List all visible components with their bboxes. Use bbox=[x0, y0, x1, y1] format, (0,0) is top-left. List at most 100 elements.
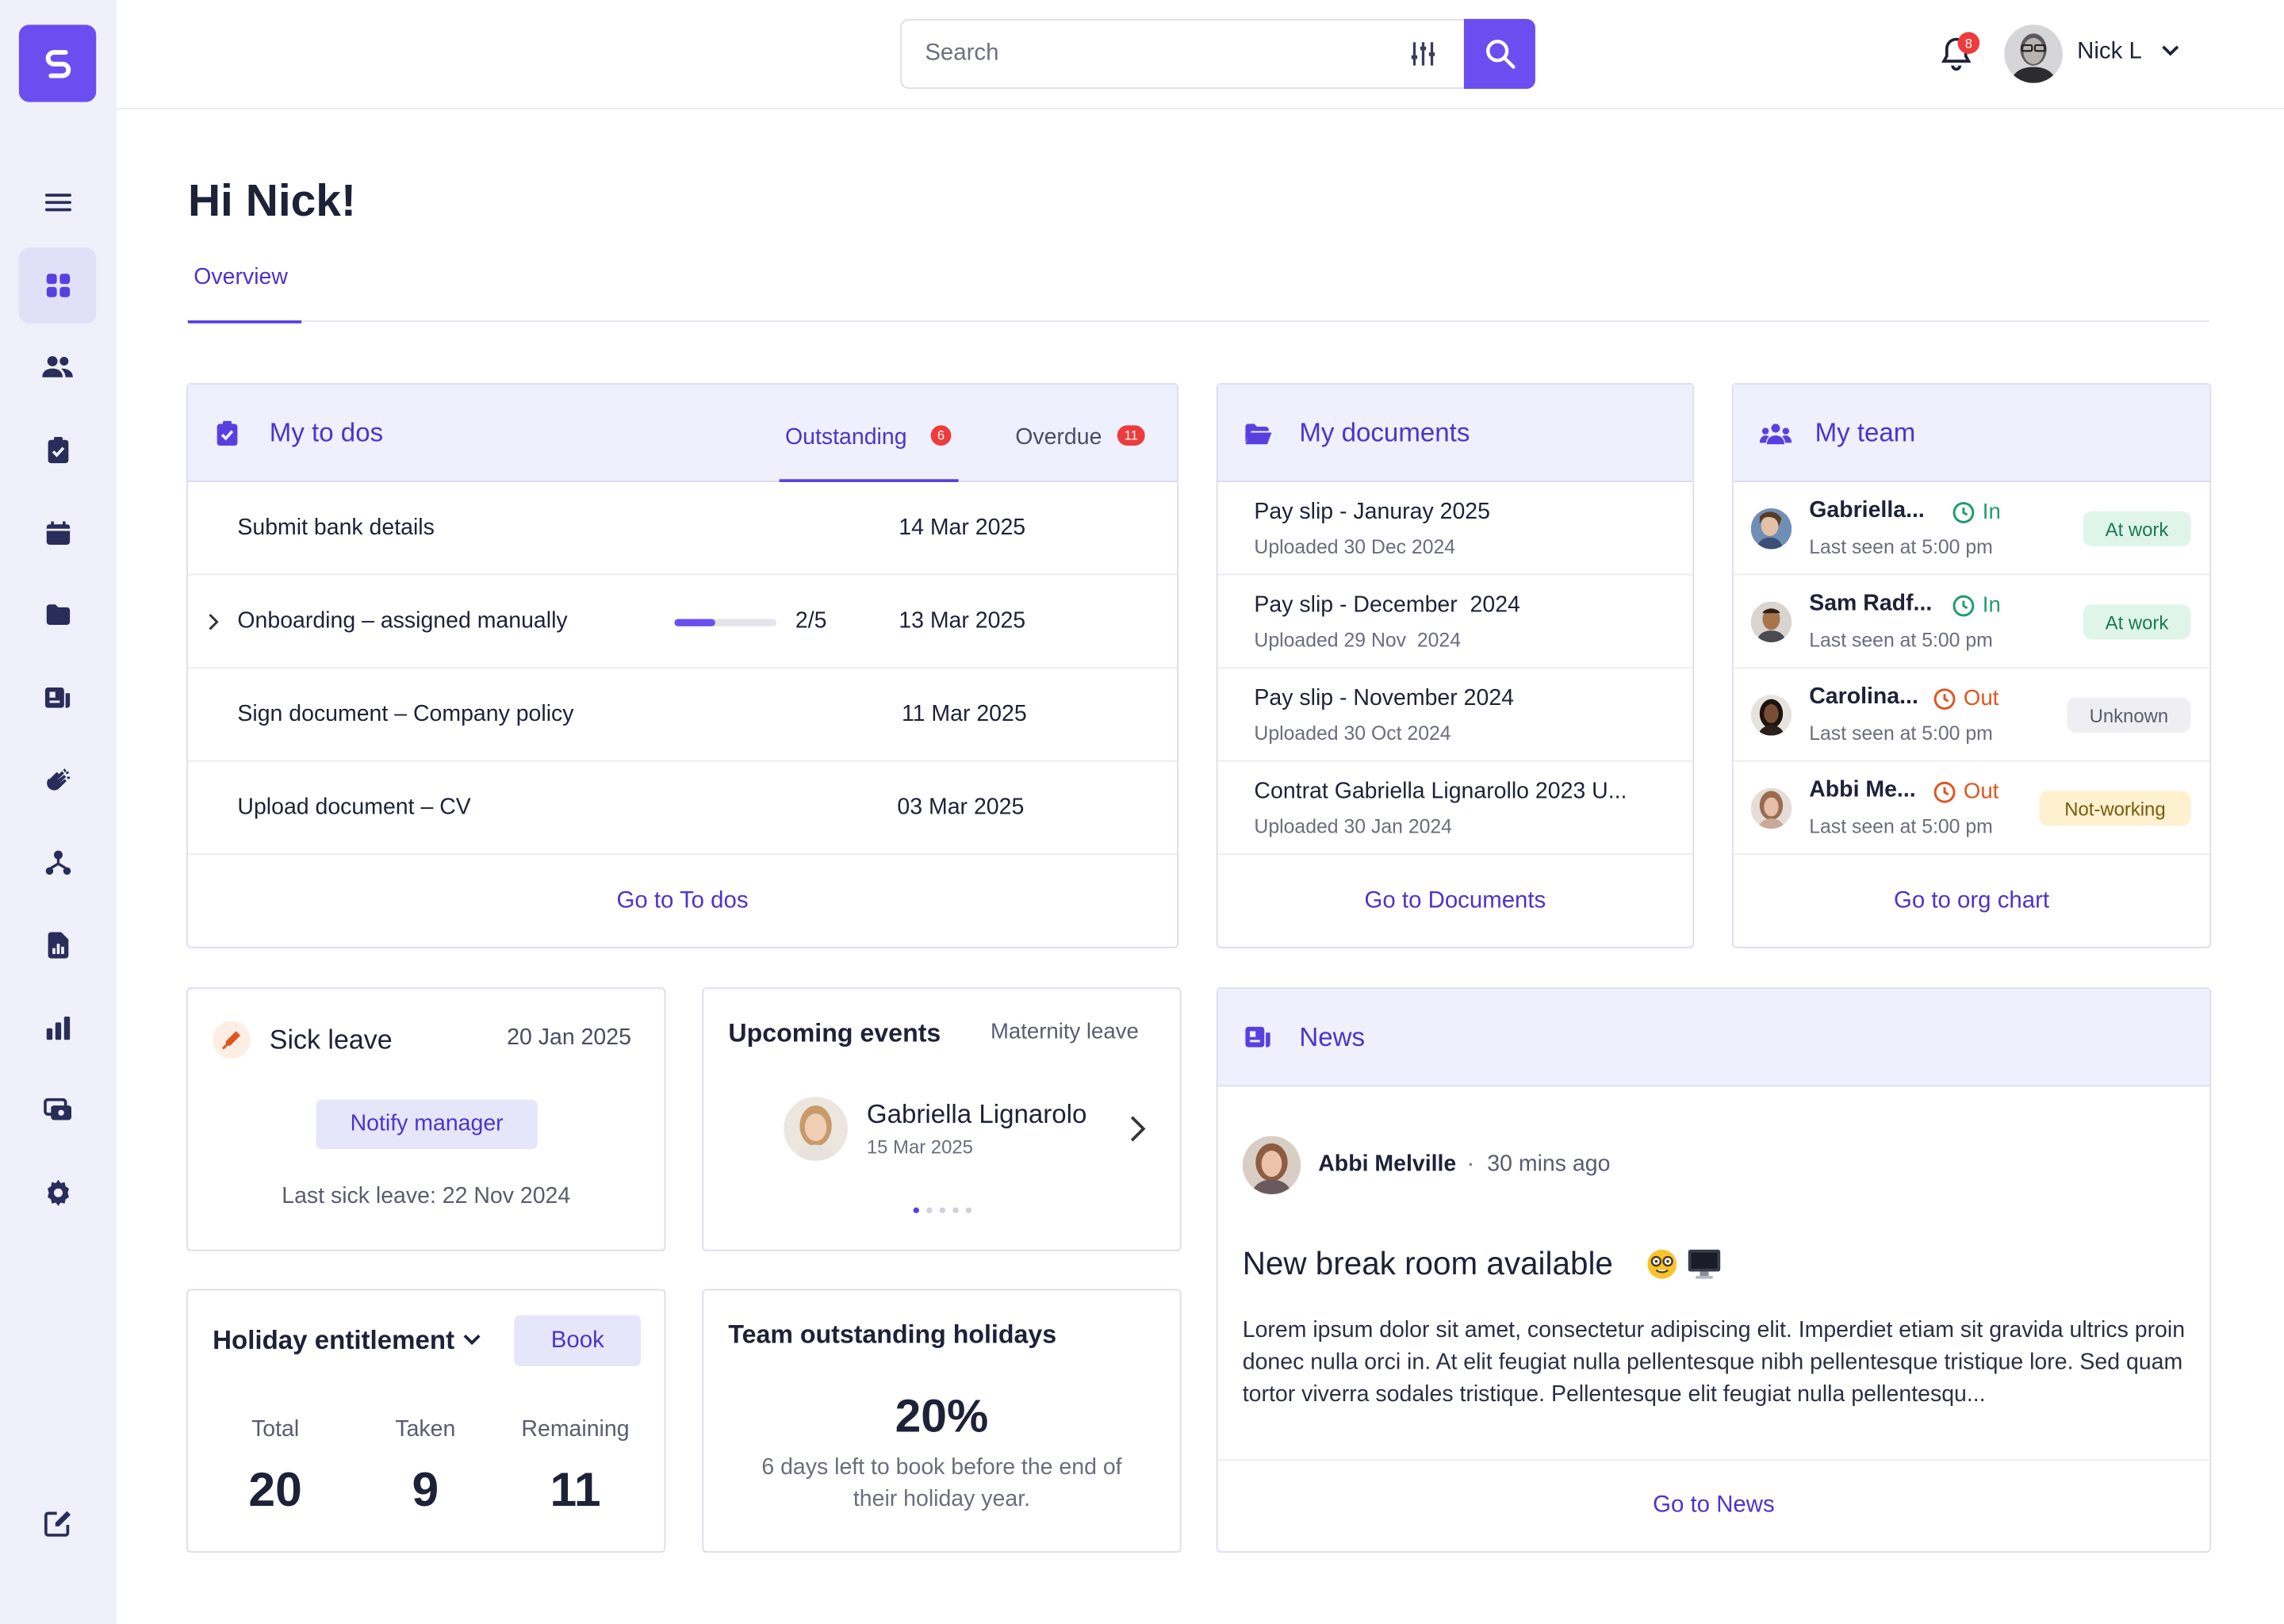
app-logo[interactable] bbox=[18, 25, 97, 102]
thermometer-icon bbox=[213, 1021, 251, 1059]
team-holidays-title: Team outstanding holidays bbox=[728, 1320, 1057, 1349]
notify-manager-button[interactable]: Notify manager bbox=[316, 1099, 538, 1150]
carousel-dot[interactable] bbox=[965, 1207, 972, 1214]
team-member-row[interactable]: Abbi Me... Out Last seen at 5:00 pm Not-… bbox=[1733, 762, 2210, 856]
bar-chart-icon bbox=[45, 1017, 70, 1040]
sidebar-item-todos[interactable] bbox=[19, 412, 96, 488]
sidebar-item-dashboard[interactable] bbox=[18, 247, 97, 324]
todo-row[interactable]: Submit bank details 14 Mar 2025 bbox=[187, 482, 1178, 576]
todo-progress-text: 2/5 bbox=[795, 608, 827, 634]
carousel-dot[interactable] bbox=[952, 1207, 959, 1214]
events-card: Upcoming events Maternity leave Gabriell… bbox=[702, 987, 1182, 1251]
todos-card-header: My to dos Outstanding 6 Overdue 11 bbox=[187, 384, 1178, 482]
team-member-row[interactable]: Gabriella... In Last seen at 5:00 pm At … bbox=[1733, 482, 2210, 576]
sidebar-item-calendar[interactable] bbox=[19, 495, 96, 571]
last-sick-leave: Last sick leave: 22 Nov 2024 bbox=[282, 1184, 571, 1209]
news-time: 30 mins ago bbox=[1487, 1151, 1611, 1178]
clock-icon bbox=[1933, 688, 1956, 710]
sidebar-item-settings[interactable] bbox=[19, 1155, 96, 1231]
sidebar-item-documents[interactable] bbox=[19, 576, 96, 653]
people-icon bbox=[41, 356, 72, 377]
news-body: Lorem ipsum dolor sit amet, consectetur … bbox=[1242, 1318, 2186, 1408]
chevron-right-icon[interactable] bbox=[1129, 1114, 1146, 1143]
user-name[interactable]: Nick L bbox=[2077, 39, 2142, 64]
tab-overview-label: Overview bbox=[194, 265, 288, 290]
member-status: In bbox=[1982, 500, 2001, 525]
search-button[interactable] bbox=[1463, 18, 1535, 90]
user-avatar[interactable] bbox=[2004, 25, 2063, 83]
filter-button[interactable] bbox=[1408, 40, 1438, 67]
member-avatar bbox=[1750, 601, 1792, 643]
member-avatar bbox=[1750, 787, 1792, 829]
tab-overdue[interactable]: Overdue 11 bbox=[1013, 385, 1159, 482]
search-input[interactable] bbox=[925, 20, 1392, 88]
carousel-dot-active[interactable] bbox=[913, 1207, 919, 1214]
event-type: Maternity leave bbox=[990, 1019, 1139, 1044]
document-row[interactable]: Pay slip - Januray 2025 Uploaded 30 Dec … bbox=[1217, 482, 1693, 576]
sidebar-item-people[interactable] bbox=[19, 329, 96, 405]
notifications-button[interactable]: 8 bbox=[1937, 32, 1980, 73]
carousel-dots bbox=[913, 1207, 972, 1214]
sidebar-item-payroll[interactable] bbox=[19, 1072, 96, 1148]
sidebar-item-recognition[interactable] bbox=[19, 743, 96, 819]
holiday-title[interactable]: Holiday entitlement bbox=[213, 1325, 455, 1355]
news-icon bbox=[44, 687, 70, 708]
sidebar-item-reports[interactable] bbox=[19, 907, 96, 983]
team-member-row[interactable]: Sam Radf... In Last seen at 5:00 pm At w… bbox=[1733, 576, 2210, 669]
todos-card: My to dos Outstanding 6 Overdue 11 Submi… bbox=[186, 383, 1178, 948]
news-card: News Abbi Melville · 30 mins ago New bre… bbox=[1216, 987, 2212, 1553]
carousel-dot[interactable] bbox=[939, 1207, 946, 1214]
tab-overview[interactable]: Overview bbox=[187, 265, 302, 324]
person-photo-icon bbox=[784, 1097, 848, 1161]
member-avatar bbox=[1750, 695, 1792, 736]
team-icon bbox=[1759, 423, 1792, 445]
notification-count-badge: 8 bbox=[1957, 32, 1980, 54]
document-uploaded: Uploaded 30 Oct 2024 bbox=[1254, 722, 1451, 745]
todo-row[interactable]: Onboarding – assigned manually 2/5 13 Ma… bbox=[187, 576, 1178, 669]
news-headline[interactable]: New break room available bbox=[1242, 1245, 1613, 1282]
chevron-down-icon[interactable] bbox=[462, 1333, 482, 1347]
logo-icon bbox=[44, 49, 71, 78]
news-card-header: News bbox=[1217, 989, 2210, 1087]
todo-row[interactable]: Sign document – Company policy 11 Mar 20… bbox=[187, 668, 1178, 762]
calendar-icon bbox=[45, 521, 70, 545]
news-separator: · bbox=[1466, 1151, 1475, 1178]
sidebar bbox=[0, 0, 117, 1624]
document-row[interactable]: Pay slip - November 2024 Uploaded 30 Oct… bbox=[1217, 668, 1693, 762]
go-to-news-link[interactable]: Go to News bbox=[1653, 1492, 1775, 1518]
user-menu-toggle[interactable] bbox=[2160, 44, 2181, 58]
carousel-dot[interactable] bbox=[926, 1207, 933, 1214]
news-author: Abbi Melville bbox=[1318, 1151, 1457, 1178]
tabs-divider bbox=[186, 320, 2210, 322]
tab-outstanding[interactable]: Outstanding 6 bbox=[779, 385, 959, 482]
todo-label: Upload document – CV bbox=[237, 795, 471, 821]
sick-leave-title: Sick leave bbox=[269, 1024, 393, 1055]
clock-icon bbox=[1953, 502, 1975, 523]
team-member-row[interactable]: Carolina... Out Last seen at 5:00 pm Unk… bbox=[1733, 668, 2210, 762]
go-to-documents-link[interactable]: Go to Documents bbox=[1364, 888, 1546, 914]
sidebar-item-analytics[interactable] bbox=[19, 990, 96, 1067]
todos-title: My to dos bbox=[269, 418, 384, 447]
total-value: 20 bbox=[248, 1462, 302, 1517]
sidebar-item-org-chart[interactable] bbox=[19, 825, 96, 901]
menu-toggle[interactable] bbox=[19, 165, 96, 241]
go-to-todos-link[interactable]: Go to To dos bbox=[616, 888, 749, 914]
team-title: My team bbox=[1815, 418, 1916, 447]
sidebar-item-news[interactable] bbox=[19, 660, 96, 736]
taken-value: 9 bbox=[412, 1462, 439, 1517]
status-badge: Not-working bbox=[2039, 791, 2191, 826]
news-title: News bbox=[1299, 1022, 1366, 1052]
news-divider bbox=[1217, 1459, 2210, 1461]
taken-label: Taken bbox=[395, 1417, 456, 1442]
sidebar-item-feedback[interactable] bbox=[19, 1485, 96, 1561]
go-to-org-chart-link[interactable]: Go to org chart bbox=[1894, 888, 2050, 914]
todo-date: 13 Mar 2025 bbox=[899, 608, 1026, 634]
document-row[interactable]: Contrat Gabriella Lignarollo 2023 U... U… bbox=[1217, 762, 1693, 856]
tab-outstanding-label: Outstanding bbox=[785, 425, 907, 450]
todo-row[interactable]: Upload document – CV 03 Mar 2025 bbox=[187, 762, 1178, 856]
status-badge: At work bbox=[2083, 604, 2191, 640]
chevron-right-icon[interactable] bbox=[207, 613, 220, 630]
document-row[interactable]: Pay slip - December 2024 Uploaded 29 Nov… bbox=[1217, 576, 1693, 669]
book-holiday-button[interactable]: Book bbox=[514, 1315, 642, 1366]
member-photo-icon bbox=[1750, 787, 1792, 829]
